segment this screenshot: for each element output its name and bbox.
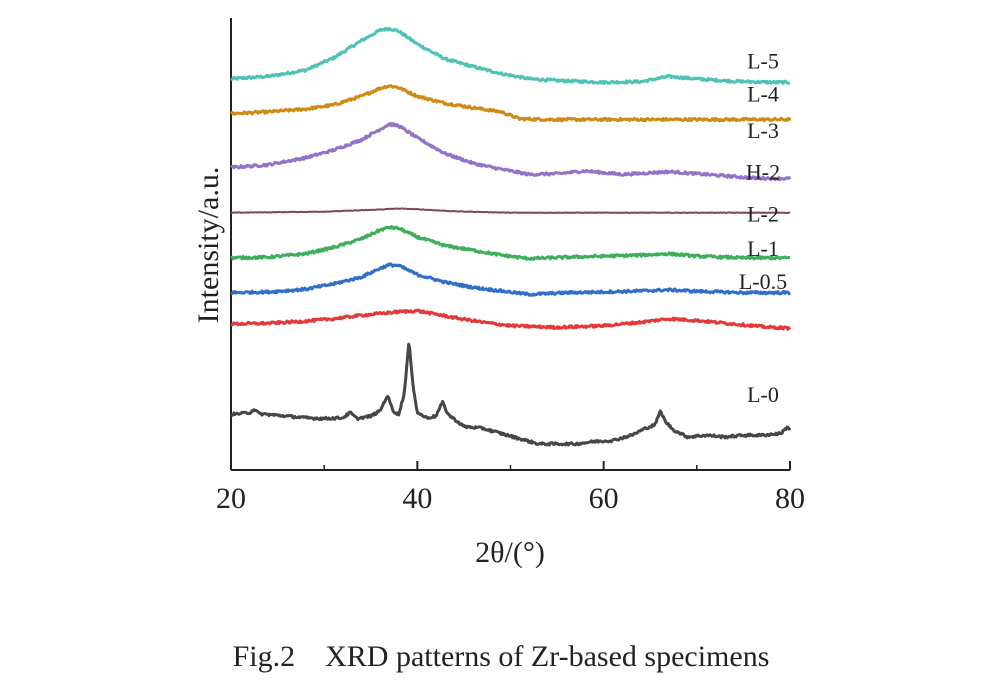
x-tick-label: 40 [402,482,432,515]
series-label-l-2: L-2 [747,201,779,226]
series-line-l-1 [230,262,792,297]
x-ticks: 20 40 60 80 [216,461,805,515]
series-line-h-2 [231,207,791,214]
series-line-l-5 [230,26,791,85]
series-labels: L-5 L-4 L-3 H-2 L-2 L-1 L-0.5 L-0 [739,48,787,407]
series-label-h-2: H-2 [746,160,780,185]
series-label-l-5: L-5 [747,48,779,73]
series-line-l-3 [229,121,792,182]
series-line-l-4 [229,84,792,123]
x-tick-label: 20 [216,482,246,515]
x-axis-label: 2θ/(°) [475,536,545,569]
figure-caption: Fig.2 XRD patterns of Zr-based specimens [232,640,770,673]
series-line-l-0-5 [230,308,792,331]
x-tick-label: 60 [589,482,619,515]
x-tick-label: 80 [775,482,805,515]
series-label-l-4: L-4 [747,81,779,106]
series-lines [229,26,792,447]
series-label-l-3: L-3 [747,118,779,143]
series-line-l-2 [229,224,791,261]
series-label-l-0-5: L-0.5 [739,269,787,294]
plot-area: 20 40 60 80 L-5 L-4 L-3 H-2 L-2 L-1 L-0.5 L-0 [216,18,805,515]
series-label-l-0: L-0 [747,382,779,407]
y-axis-label: Intensity/a.u. [192,167,225,324]
series-line-l-0 [230,342,792,447]
series-label-l-1: L-1 [747,236,779,261]
